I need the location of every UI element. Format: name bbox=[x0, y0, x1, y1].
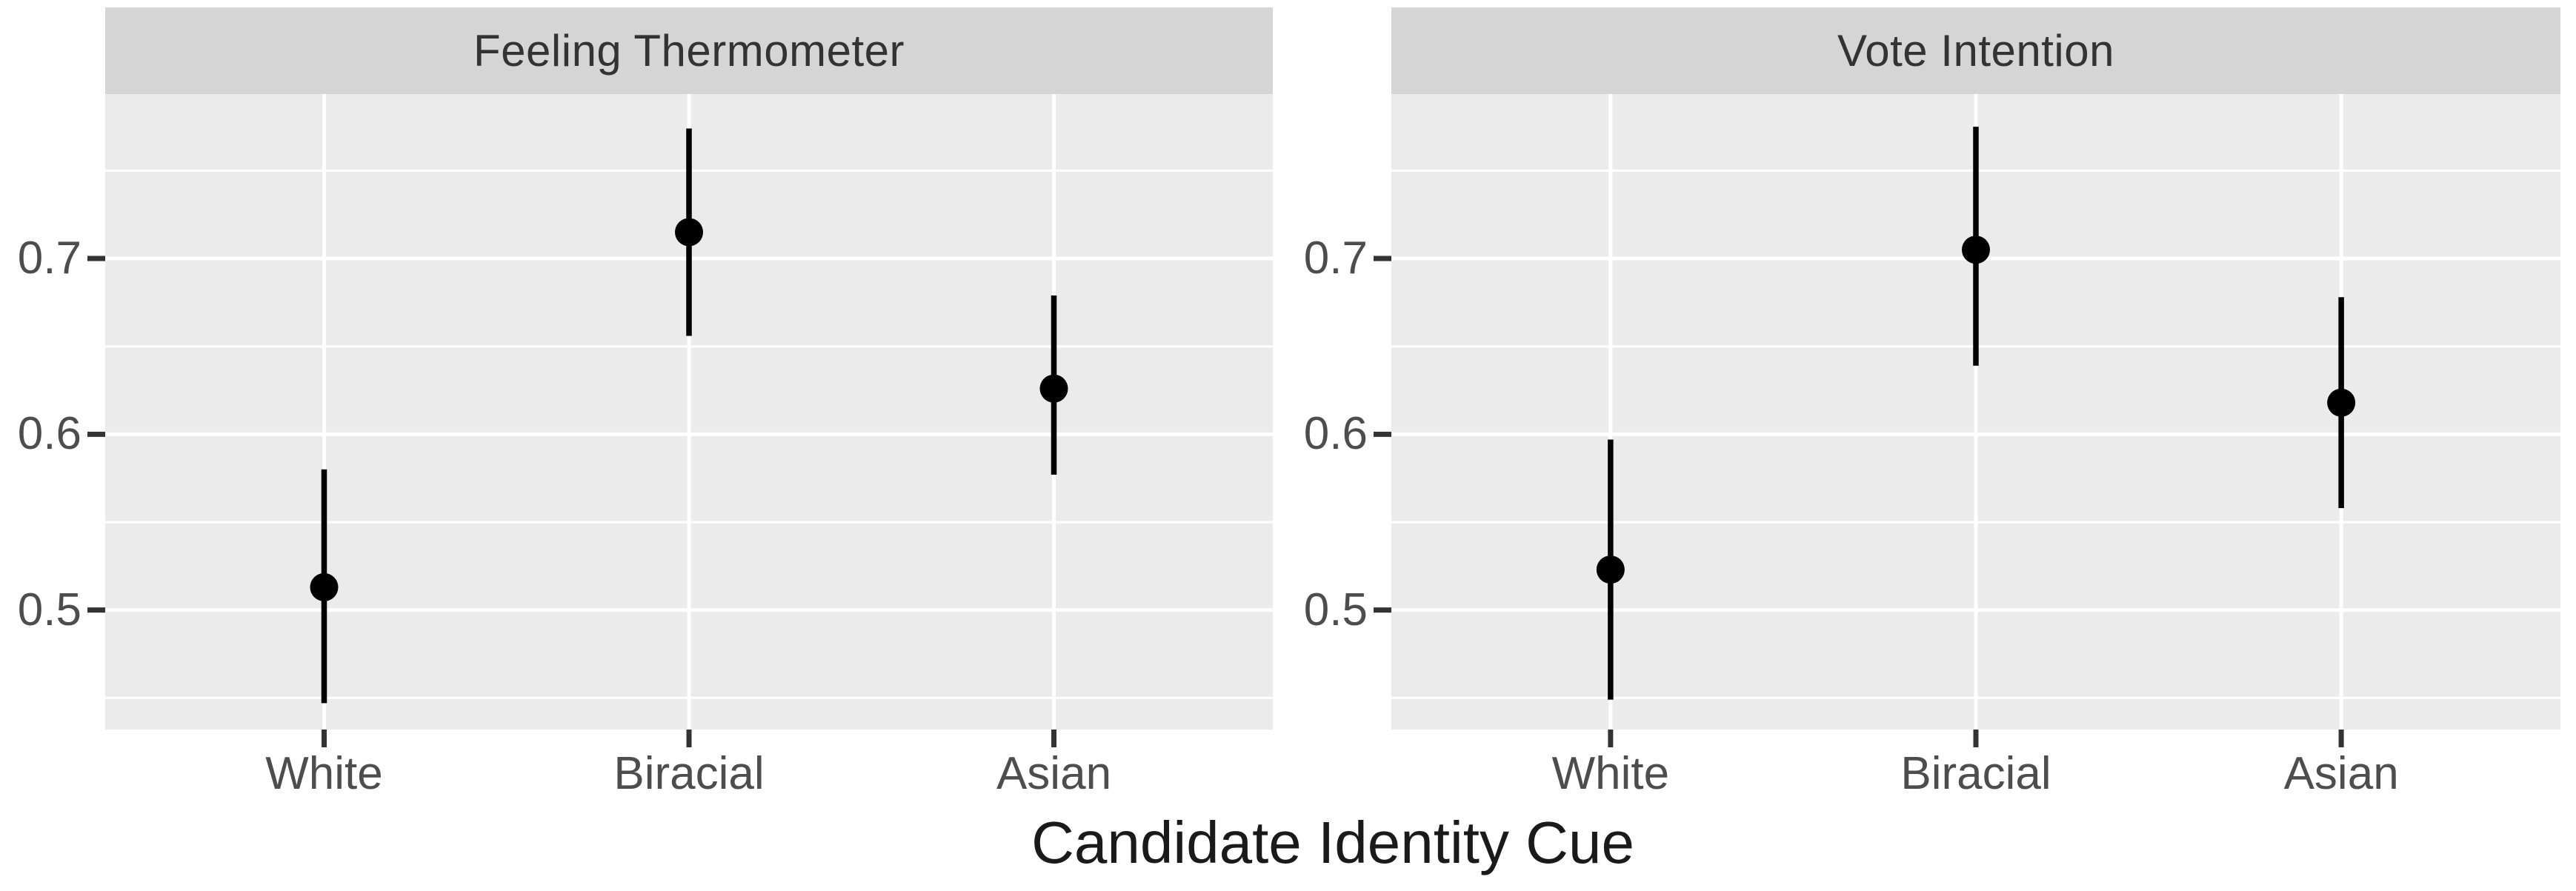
x-tick-label-biracial: Biracial bbox=[1900, 748, 2051, 799]
x-tick-label-asian: Asian bbox=[996, 748, 1112, 799]
y-tick-label: 0.7 bbox=[1303, 233, 1368, 284]
y-tick-label: 0.7 bbox=[17, 233, 81, 284]
x-axis-title: Candidate Identity Cue bbox=[1031, 810, 1634, 875]
point-estimate bbox=[1596, 555, 1625, 584]
point-estimate bbox=[1039, 374, 1068, 403]
facet-strip-vote-intention: Vote Intention bbox=[1391, 7, 2560, 94]
point-estimate bbox=[1962, 236, 1990, 264]
point-estimate bbox=[310, 573, 339, 601]
facet-title-feeling-thermometer: Feeling Thermometer bbox=[473, 26, 905, 76]
point-estimate bbox=[675, 218, 703, 247]
x-tick-label-biracial: Biracial bbox=[613, 748, 765, 799]
y-tick-label: 0.6 bbox=[17, 408, 81, 460]
y-tick-label: 0.5 bbox=[1303, 584, 1368, 635]
y-tick-label: 0.5 bbox=[17, 584, 81, 635]
facet-title-vote-intention: Vote Intention bbox=[1837, 26, 2114, 76]
x-tick-label-white: White bbox=[265, 748, 383, 799]
x-tick-label-asian: Asian bbox=[2283, 748, 2399, 799]
point-estimate bbox=[2327, 388, 2356, 417]
x-tick-label-white: White bbox=[1551, 748, 1670, 799]
y-tick-label: 0.6 bbox=[1303, 408, 1368, 460]
facet-strip-feeling-thermometer: Feeling Thermometer bbox=[105, 7, 1273, 94]
